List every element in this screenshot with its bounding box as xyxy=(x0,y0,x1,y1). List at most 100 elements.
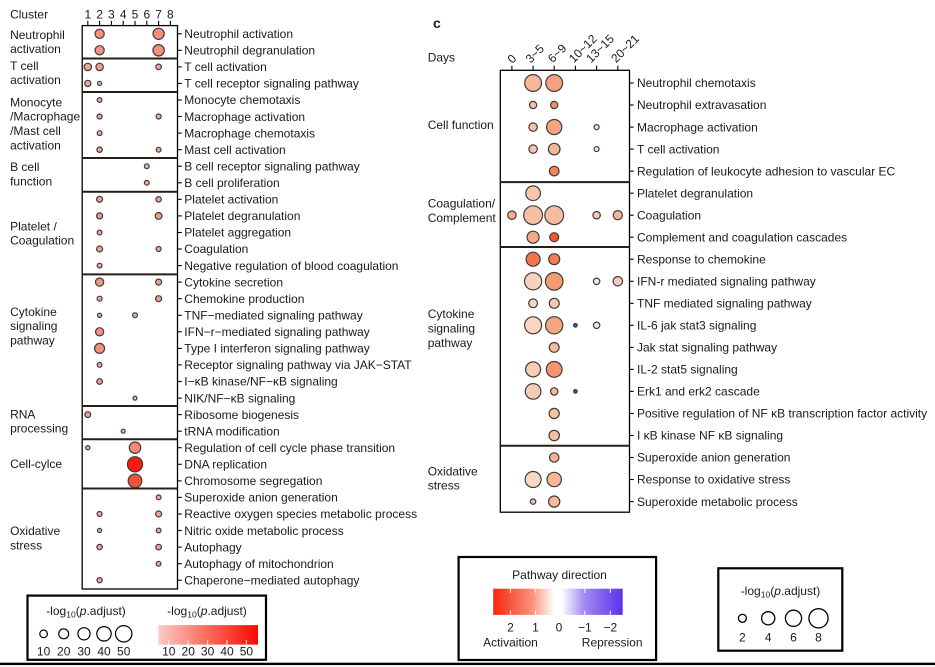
svg-text:Pathway direction: Pathway direction xyxy=(512,568,607,582)
svg-text:-log10(p.adjust): -log10(p.adjust) xyxy=(167,604,247,620)
svg-text:Days: Days xyxy=(428,50,455,64)
svg-text:Activaition: Activaition xyxy=(483,635,538,649)
svg-text:Regulation of cell cycle phase: Regulation of cell cycle phase transitio… xyxy=(184,441,395,455)
svg-text:T cell activation: T cell activation xyxy=(637,142,719,156)
svg-text:3: 3 xyxy=(108,8,115,22)
svg-text:Ribosome biogenesis: Ribosome biogenesis xyxy=(184,408,299,422)
svg-text:Macrophage activation: Macrophage activation xyxy=(637,120,758,134)
svg-text:signaling: signaling xyxy=(10,319,57,333)
svg-text:I−κB kinase/NF−κB signaling: I−κB kinase/NF−κB signaling xyxy=(184,375,337,389)
svg-text:Receptor signaling pathway via: Receptor signaling pathway via JAK−STAT xyxy=(184,358,412,372)
svg-text:pathway: pathway xyxy=(10,333,55,347)
svg-text:activation: activation xyxy=(10,138,61,152)
svg-text:Regulation of leukocyte adhesi: Regulation of leukocyte adhesion to vasc… xyxy=(637,164,895,178)
svg-text:Cell function: Cell function xyxy=(428,118,494,132)
svg-text:6: 6 xyxy=(143,8,150,22)
svg-text:Coagulation: Coagulation xyxy=(637,208,701,222)
svg-text:Oxidative: Oxidative xyxy=(428,464,478,478)
svg-text:Platelet aggregation: Platelet aggregation xyxy=(184,226,291,240)
svg-text:Neutrophil: Neutrophil xyxy=(10,28,65,42)
svg-text:function: function xyxy=(10,174,52,188)
svg-text:Neutrophil activation: Neutrophil activation xyxy=(184,27,293,41)
svg-text:/Macrophage: /Macrophage xyxy=(10,110,80,124)
svg-text:IFN-r mediated signaling pathw: IFN-r mediated signaling pathway xyxy=(637,275,816,289)
svg-text:Cytokine: Cytokine xyxy=(428,307,475,321)
svg-text:Nitric oxide metabolic process: Nitric oxide metabolic process xyxy=(184,524,343,538)
svg-text:Jak stat signaling pathway: Jak stat signaling pathway xyxy=(637,341,777,355)
svg-text:Superoxide anion generation: Superoxide anion generation xyxy=(184,491,337,505)
svg-text:20: 20 xyxy=(182,645,196,659)
svg-text:20: 20 xyxy=(57,645,71,659)
svg-text:Response to oxidative stress: Response to oxidative stress xyxy=(637,473,790,487)
svg-text:4: 4 xyxy=(765,630,772,644)
svg-text:Positive regulation of NF κB t: Positive regulation of NF κB transcripti… xyxy=(637,407,927,421)
svg-text:Superoxide anion generation: Superoxide anion generation xyxy=(637,451,790,465)
svg-text:Autophagy of mitochondrion: Autophagy of mitochondrion xyxy=(184,557,333,571)
svg-text:Neutrophil extravasation: Neutrophil extravasation xyxy=(637,98,766,112)
svg-text:Platelet activation: Platelet activation xyxy=(184,193,278,207)
svg-text:Complement and coagulation cas: Complement and coagulation cascades xyxy=(637,230,847,244)
svg-text:Platelet degranulation: Platelet degranulation xyxy=(637,186,753,200)
svg-text:TNF−mediated signaling pathway: TNF−mediated signaling pathway xyxy=(184,309,362,323)
svg-text:-log10(p.adjust): -log10(p.adjust) xyxy=(741,584,821,600)
svg-text:DNA replication: DNA replication xyxy=(184,458,267,472)
svg-text:activation: activation xyxy=(10,42,61,56)
svg-text:I κB kinase NF κB signaling: I κB kinase NF κB signaling xyxy=(637,429,783,443)
svg-text:50: 50 xyxy=(240,645,254,659)
svg-text:-log10(p.adjust): -log10(p.adjust) xyxy=(46,604,126,620)
svg-text:30: 30 xyxy=(201,645,215,659)
svg-text:B cell: B cell xyxy=(10,160,39,174)
svg-text:Cell-cylce: Cell-cylce xyxy=(10,457,62,471)
svg-text:7: 7 xyxy=(155,8,162,22)
svg-text:c: c xyxy=(433,15,441,31)
svg-text:1: 1 xyxy=(84,8,91,22)
svg-text:processing: processing xyxy=(10,422,68,436)
svg-text:2: 2 xyxy=(739,630,746,644)
svg-text:Cluster: Cluster xyxy=(10,8,48,22)
svg-text:Platelet /: Platelet / xyxy=(10,219,57,233)
svg-text:activation: activation xyxy=(10,73,61,87)
svg-text:Monocyte: Monocyte xyxy=(10,95,62,109)
svg-text:Neutrophil degranulation: Neutrophil degranulation xyxy=(184,44,315,58)
svg-text:0: 0 xyxy=(556,621,563,635)
svg-text:2: 2 xyxy=(507,621,514,635)
svg-text:Mast cell activation: Mast cell activation xyxy=(184,143,285,157)
svg-text:Monocyte chemotaxis: Monocyte chemotaxis xyxy=(184,93,300,107)
svg-text:Negative regulation of blood c: Negative regulation of blood coagulation xyxy=(184,259,398,273)
svg-text:T cell receptor signaling path: T cell receptor signaling pathway xyxy=(184,77,359,91)
svg-text:Repression: Repression xyxy=(582,635,643,649)
svg-text:−1: −1 xyxy=(578,621,592,635)
svg-text:Autophagy: Autophagy xyxy=(184,540,241,554)
svg-text:TNF mediated signaling pathway: TNF mediated signaling pathway xyxy=(637,297,812,311)
svg-text:/Mast cell: /Mast cell xyxy=(10,124,61,138)
svg-text:T cell activation: T cell activation xyxy=(184,60,266,74)
svg-text:Superoxide metabolic process: Superoxide metabolic process xyxy=(637,495,798,509)
svg-text:Cytokine: Cytokine xyxy=(10,305,57,319)
svg-text:tRNA modification: tRNA modification xyxy=(184,424,279,438)
svg-text:NIK/NF−κB signaling: NIK/NF−κB signaling xyxy=(184,391,295,405)
svg-text:Platelet degranulation: Platelet degranulation xyxy=(184,209,300,223)
svg-text:30: 30 xyxy=(77,645,91,659)
svg-text:B cell proliferation: B cell proliferation xyxy=(184,176,279,190)
svg-text:Erk1 and erk2 cascade: Erk1 and erk2 cascade xyxy=(637,385,760,399)
svg-text:Reactive oxygen species metabo: Reactive oxygen species metabolic proces… xyxy=(184,507,417,521)
svg-text:Complement: Complement xyxy=(428,211,497,225)
svg-text:Oxidative: Oxidative xyxy=(10,524,60,538)
svg-text:10: 10 xyxy=(37,645,51,659)
svg-text:Coagulation: Coagulation xyxy=(10,234,74,248)
svg-text:4: 4 xyxy=(120,8,127,22)
svg-text:8: 8 xyxy=(167,8,174,22)
svg-text:5: 5 xyxy=(132,8,139,22)
svg-text:Response to chemokine: Response to chemokine xyxy=(637,252,766,266)
svg-text:10: 10 xyxy=(162,645,176,659)
svg-text:40: 40 xyxy=(97,645,111,659)
svg-text:Cytokine secretion: Cytokine secretion xyxy=(184,275,283,289)
svg-text:8: 8 xyxy=(815,630,822,644)
svg-text:Macrophage activation: Macrophage activation xyxy=(184,110,305,124)
svg-text:pathway: pathway xyxy=(428,336,473,350)
svg-text:Chemokine production: Chemokine production xyxy=(184,292,304,306)
svg-text:40: 40 xyxy=(220,645,234,659)
svg-text:50: 50 xyxy=(117,645,131,659)
svg-text:Type I interferon signaling pa: Type I interferon signaling pathway xyxy=(184,342,369,356)
svg-text:RNA: RNA xyxy=(10,408,35,422)
